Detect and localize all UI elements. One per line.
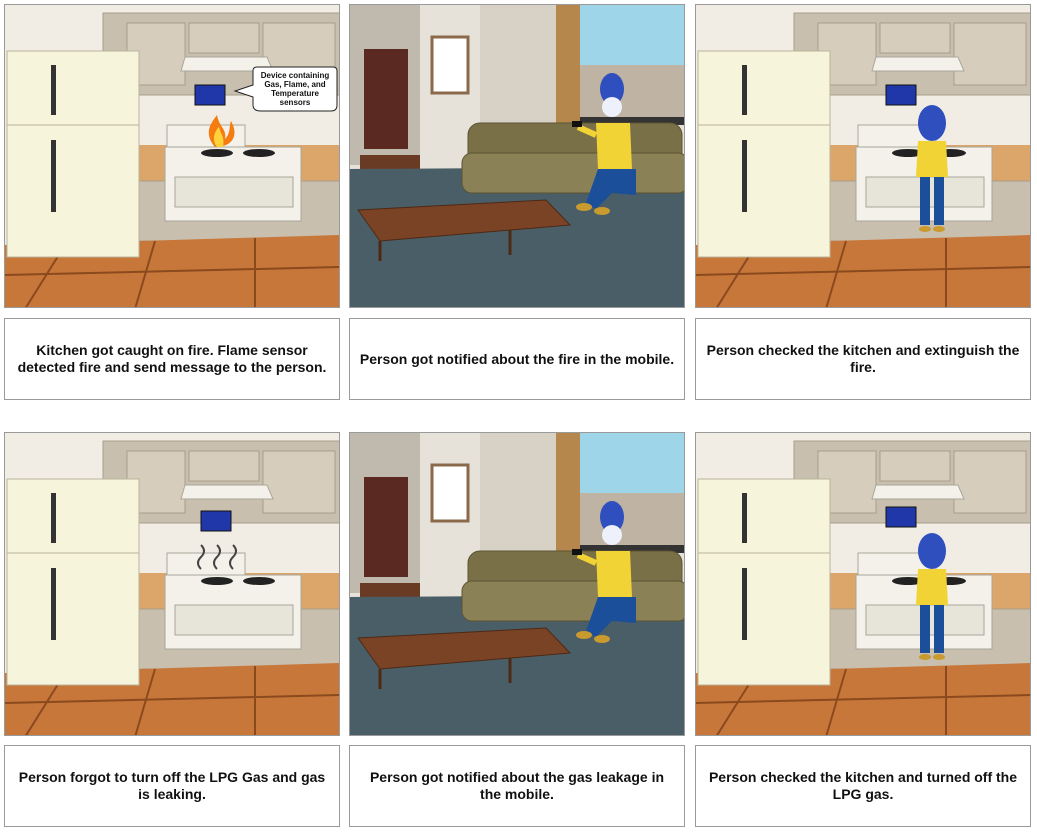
kitchen-person-scene [696, 5, 1030, 307]
seated-person [572, 73, 636, 215]
bubble-line-3: Temperature [271, 89, 319, 98]
speech-bubble: Device containing Gas, Flame, and Temper… [233, 66, 338, 112]
living-room-scene [350, 5, 684, 307]
sensor-device-icon [194, 84, 226, 106]
bubble-line-1: Device containing [261, 71, 330, 80]
phone-icon [572, 121, 582, 127]
kitchen-person-scene [696, 433, 1030, 735]
panel-3-image [695, 4, 1031, 308]
sensor-device-icon [885, 506, 917, 528]
kitchen-fire-scene: Device containing Gas, Flame, and Temper… [5, 5, 339, 307]
sensor-device-icon [885, 84, 917, 106]
panel-6-image [695, 432, 1031, 736]
standing-person [916, 533, 948, 660]
sensor-device-icon [200, 510, 232, 532]
phone-icon [572, 549, 582, 555]
panel-1-caption: Kitchen got caught on fire. Flame sensor… [4, 318, 340, 400]
panel-2-image [349, 4, 685, 308]
bubble-line-4: sensors [280, 98, 311, 107]
panel-5-image [349, 432, 685, 736]
standing-person [916, 105, 948, 232]
panel-3-caption: Person checked the kitchen and extinguis… [695, 318, 1031, 400]
panel-4-image [4, 432, 340, 736]
fire-icon [208, 115, 235, 147]
seated-person [572, 501, 636, 643]
panel-2-caption: Person got notified about the fire in th… [349, 318, 685, 400]
bubble-line-2: Gas, Flame, and [264, 80, 325, 89]
living-room-scene [350, 433, 684, 735]
panel-5-caption: Person got notified about the gas leakag… [349, 745, 685, 827]
panel-1-image: Device containing Gas, Flame, and Temper… [4, 4, 340, 308]
panel-4-caption: Person forgot to turn off the LPG Gas an… [4, 745, 340, 827]
panel-6-caption: Person checked the kitchen and turned of… [695, 745, 1031, 827]
gas-fumes-icon [197, 544, 237, 570]
kitchen-gas-leak-scene [5, 433, 339, 735]
